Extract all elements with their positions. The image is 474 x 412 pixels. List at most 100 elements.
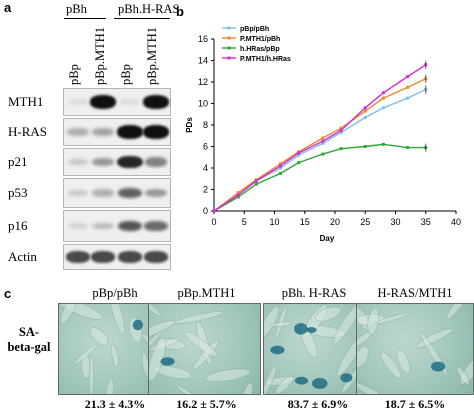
lane-label-2: pBp.MTH1 bbox=[93, 27, 107, 85]
x-tick-label: 0 bbox=[211, 217, 216, 227]
legend-marker bbox=[227, 26, 231, 30]
cell-shape bbox=[149, 320, 176, 342]
blot-p21 bbox=[63, 148, 171, 176]
blot-h-ras bbox=[63, 118, 171, 146]
data-point bbox=[321, 136, 325, 140]
y-tick-label: 16 bbox=[198, 34, 208, 44]
blot-label-mth1: MTH1 bbox=[8, 94, 44, 109]
data-point bbox=[254, 179, 258, 183]
series-line bbox=[213, 88, 427, 212]
data-point bbox=[363, 109, 367, 113]
image-title: pBp/pBh bbox=[92, 286, 138, 300]
x-tick-label: 30 bbox=[390, 217, 400, 227]
cell-shape bbox=[396, 348, 411, 374]
data-point bbox=[236, 191, 240, 195]
legend-label: P.MTH1/pBh bbox=[240, 36, 280, 43]
legend-label: P.MTH1/h.HRas bbox=[240, 56, 291, 63]
cell-shape bbox=[60, 304, 79, 324]
cell-shape bbox=[275, 375, 294, 394]
data-point bbox=[406, 75, 410, 79]
data-point bbox=[279, 162, 283, 166]
data-point bbox=[406, 85, 410, 89]
stained-cell bbox=[132, 319, 143, 331]
data-point bbox=[297, 153, 301, 157]
data-point bbox=[236, 193, 240, 197]
blot-mth1 bbox=[63, 88, 171, 116]
y-tick-label: 12 bbox=[198, 77, 208, 87]
x-tick-label: 20 bbox=[330, 217, 340, 227]
sa-beta-gal-label: SA- beta-gal bbox=[0, 325, 58, 355]
lane-label-1: pBp bbox=[67, 64, 81, 85]
stained-cell bbox=[294, 323, 308, 335]
stained-cell bbox=[270, 345, 285, 355]
blot-band bbox=[67, 158, 89, 166]
blot-band bbox=[90, 251, 116, 263]
cell-shape bbox=[111, 343, 119, 368]
legend-label: pBp/pBh bbox=[240, 26, 269, 33]
panel-a-letter: a bbox=[4, 0, 12, 15]
blot-band bbox=[118, 187, 142, 199]
blot-band bbox=[90, 95, 116, 109]
legend-marker bbox=[227, 36, 231, 40]
lane-label-4: pBp.MTH1 bbox=[145, 27, 159, 85]
data-point bbox=[254, 182, 258, 186]
y-tick-label: 6 bbox=[203, 142, 208, 152]
y-tick-label: 4 bbox=[203, 163, 208, 173]
blot-band bbox=[117, 155, 143, 169]
blot-band bbox=[143, 251, 169, 263]
blot-label-p16: p16 bbox=[8, 218, 28, 233]
sa-label-line2: beta-gal bbox=[7, 340, 51, 354]
sa-label-line1: SA- bbox=[18, 325, 40, 339]
cell-shape bbox=[89, 327, 109, 346]
cell-shape bbox=[445, 304, 471, 320]
cell-shape bbox=[149, 304, 161, 316]
cell-shape bbox=[456, 366, 470, 385]
series-line bbox=[213, 143, 426, 212]
cell-shape bbox=[241, 382, 253, 394]
stained-cell bbox=[294, 376, 309, 385]
sa-beta-gal-image bbox=[356, 303, 474, 395]
blot-band bbox=[119, 99, 141, 105]
data-point bbox=[212, 209, 216, 213]
data-point bbox=[381, 142, 385, 146]
cell-shape bbox=[415, 328, 453, 348]
blot-band bbox=[118, 220, 142, 232]
legend-marker bbox=[227, 56, 231, 60]
cell-shape bbox=[270, 321, 294, 327]
legend-marker bbox=[227, 46, 231, 50]
data-point bbox=[339, 147, 343, 151]
stained-cell bbox=[160, 357, 175, 366]
population-doubling-chart: 0 5 10 15 20 25 30 35 40 0 2 4 6 8 10 12 14 16 Day PDs pBp/p… bbox=[185, 26, 461, 243]
x-axis-label: Day bbox=[320, 234, 335, 243]
data-point bbox=[321, 152, 325, 156]
stained-cell bbox=[306, 326, 317, 334]
y-tick-label: 0 bbox=[203, 206, 208, 216]
data-point bbox=[381, 106, 385, 110]
cell-shape bbox=[374, 312, 410, 325]
data-point bbox=[339, 126, 343, 130]
stained-cell bbox=[340, 373, 353, 383]
cell-shape bbox=[108, 304, 125, 335]
cell-shape bbox=[380, 351, 402, 379]
blot-band bbox=[92, 189, 114, 197]
image-title: H-RAS/MTH1 bbox=[377, 286, 453, 300]
data-point bbox=[381, 91, 385, 95]
blot-band bbox=[117, 251, 143, 263]
data-point bbox=[279, 166, 283, 170]
cell-shape bbox=[73, 343, 98, 365]
y-tick-label: 10 bbox=[198, 99, 208, 109]
senescence-percentage: 18.7 ± 6.5% bbox=[384, 397, 446, 411]
sa-beta-gal-image bbox=[148, 303, 261, 395]
stained-cell bbox=[311, 377, 328, 389]
blot-band bbox=[67, 223, 89, 229]
cell-shape bbox=[176, 385, 197, 394]
lane-label-3: pBp bbox=[119, 64, 133, 85]
cell-field bbox=[149, 304, 253, 394]
cell-shape bbox=[174, 311, 224, 324]
blot-band bbox=[67, 189, 89, 197]
blot-band bbox=[144, 188, 168, 198]
cell-field bbox=[357, 304, 473, 394]
blot-band bbox=[144, 221, 168, 231]
blot-band bbox=[67, 99, 89, 105]
blot-band bbox=[65, 251, 91, 263]
